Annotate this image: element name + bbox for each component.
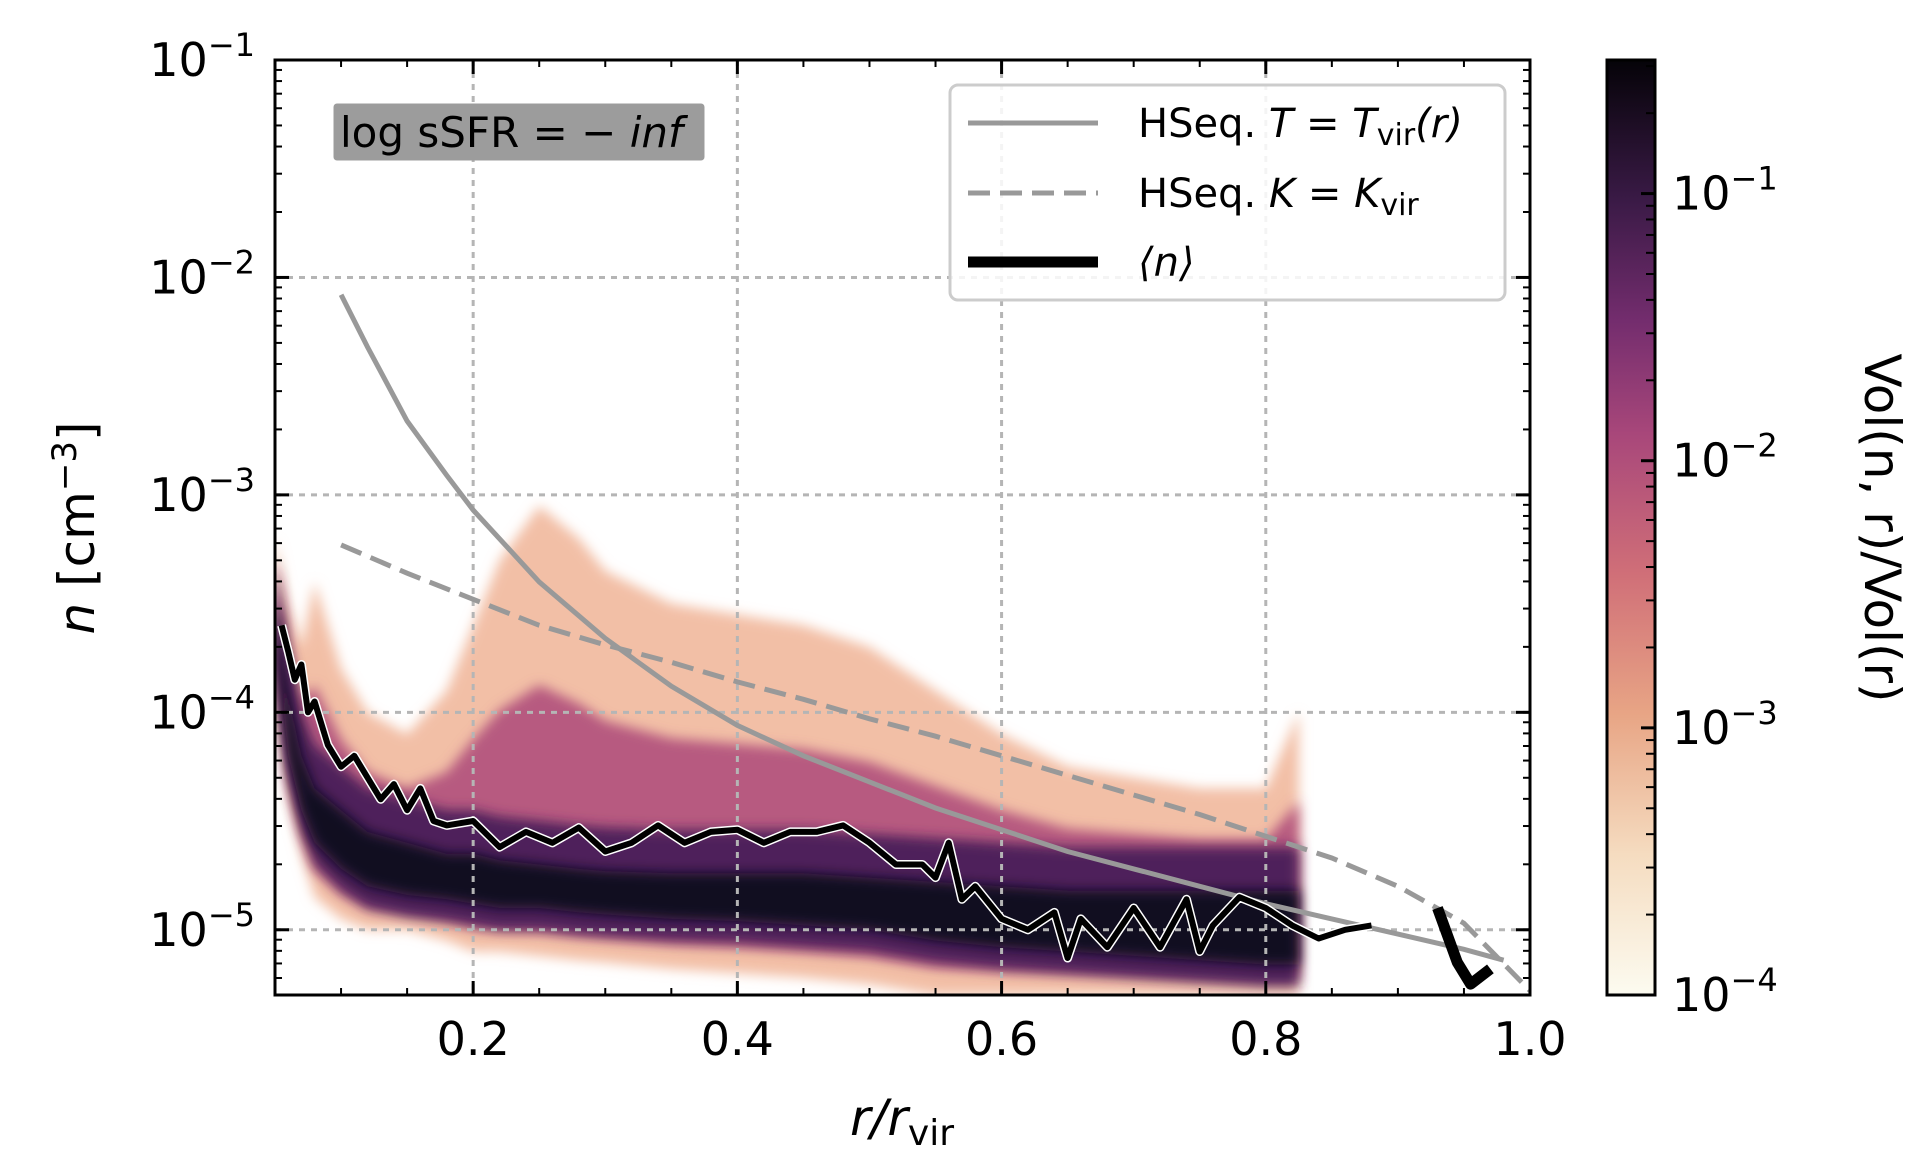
annotation-value: − inf — [581, 108, 689, 157]
y-tick-label: 10−1 — [149, 26, 255, 87]
legend: HSeq. T = Tvir(r) HSeq. K = Kvir ⟨n⟩ — [948, 83, 1507, 302]
colorbar: 10−1 10−2 10−3 10−4 Vol(n, r)/Vol(r) — [1605, 58, 1908, 1022]
x-tick-label: 0.2 — [437, 1012, 510, 1066]
colorbar-tick-label: 10−1 — [1672, 160, 1778, 221]
x-tick-label: 0.8 — [1229, 1012, 1302, 1066]
series-mean-tail — [1432, 906, 1494, 990]
plot-frame — [273, 58, 1532, 997]
x-tick-label: 0.4 — [701, 1012, 774, 1066]
ssfr-annotation: log sSFR = − inf — [333, 103, 705, 161]
colorbar-tick-label: 10−2 — [1672, 427, 1778, 488]
x-axis-title: r/rvir — [850, 1089, 954, 1154]
grid — [275, 60, 1530, 995]
axis-ticks: 0.2 0.4 0.6 0.8 1.0 10−1 10−2 10−3 10−4 10−5 — [149, 26, 1566, 1066]
colorbar-title: Vol(n, r)/Vol(r) — [1853, 353, 1908, 702]
annotation-prefix: log sSFR — [340, 108, 519, 157]
svg-text:log sSFR = − inf: log sSFR = − inf — [340, 108, 689, 157]
y-tick-label: 10−2 — [149, 243, 255, 304]
legend-box — [948, 83, 1507, 302]
x-tick-label: 0.6 — [965, 1012, 1038, 1066]
y-tick-label: 10−5 — [149, 896, 255, 957]
legend-entry-tvir: HSeq. T = Tvir(r) — [1138, 101, 1463, 153]
x-tick-label: 1.0 — [1493, 1012, 1566, 1066]
series-hseq-tvir-line — [338, 293, 1505, 963]
y-axis-title: n [cm−3] — [45, 422, 106, 635]
annotation-box — [333, 103, 705, 161]
series-lines — [277, 293, 1530, 993]
heatmap-core-band — [275, 603, 1299, 965]
series-mean-line — [278, 624, 1372, 961]
colorbar-ticks: 10−1 10−2 10−3 10−4 — [1641, 65, 1778, 1022]
annotation-eq: = — [519, 108, 581, 157]
legend-entry-mean: ⟨n⟩ — [1138, 240, 1195, 286]
y-tick-label: 10−4 — [149, 678, 255, 739]
y-tick-label: 10−3 — [149, 461, 255, 522]
colorbar-tick-label: 10−3 — [1672, 694, 1778, 755]
colorbar-gradient — [1605, 58, 1657, 997]
legend-entry-kvir: HSeq. K = Kvir — [1138, 171, 1419, 223]
series-hseq-kvir-line — [340, 542, 1530, 993]
colorbar-tick-label: 10−4 — [1672, 961, 1778, 1022]
